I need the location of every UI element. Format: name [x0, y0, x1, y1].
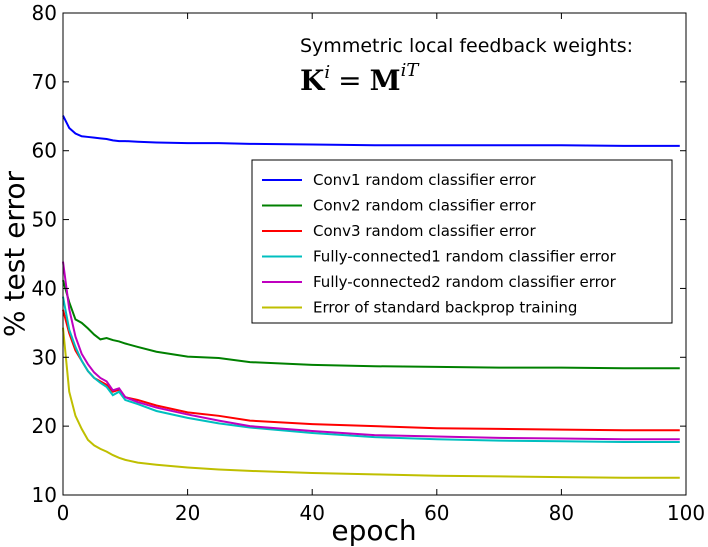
legend-label-5: Fully-connected2 random classifier error [313, 273, 617, 291]
x-tick-label: 20 [175, 501, 200, 525]
y-tick-label: 30 [32, 345, 57, 369]
series-line-6 [62, 327, 680, 479]
legend-label-1: Conv1 random classifier error [313, 171, 536, 189]
y-tick-label: 50 [32, 208, 57, 232]
series-line-4 [62, 296, 680, 443]
legend-label-6: Error of standard backprop training [313, 299, 577, 317]
y-tick-label: 80 [32, 1, 57, 25]
x-tick-label: 80 [549, 501, 574, 525]
legend-label-4: Fully-connected1 random classifier error [313, 248, 617, 266]
y-tick-label: 40 [32, 276, 57, 300]
annotation-line1: Symmetric local feedback weights: [300, 35, 633, 57]
formula-m: M [370, 64, 401, 97]
y-axis-label: % test error [0, 171, 31, 337]
formula-m-sup: iT [401, 60, 421, 81]
y-tick-label: 20 [32, 414, 57, 438]
x-tick-label: 100 [667, 501, 705, 525]
y-tick-label: 60 [32, 139, 57, 163]
formula-k-sup: i [324, 62, 330, 83]
series-line-2 [62, 279, 680, 370]
annotation-formula: Ki = MiT [300, 60, 420, 97]
y-tick-label: 10 [32, 483, 57, 507]
series-line-1 [62, 115, 680, 147]
y-tick-label: 70 [32, 70, 57, 94]
x-axis-label: epoch [331, 514, 416, 547]
legend [251, 159, 673, 324]
series-line-3 [62, 309, 680, 432]
x-tick-label: 60 [424, 501, 449, 525]
axes-frame [62, 12, 687, 496]
formula-eq: = [338, 64, 361, 97]
x-tick-label: 0 [57, 501, 70, 525]
formula-k: K [300, 64, 326, 97]
legend-label-3: Conv3 random classifier error [313, 222, 536, 240]
x-tick-label: 40 [299, 501, 324, 525]
series-line-5 [62, 261, 680, 441]
legend-label-2: Conv2 random classifier error [313, 197, 536, 215]
